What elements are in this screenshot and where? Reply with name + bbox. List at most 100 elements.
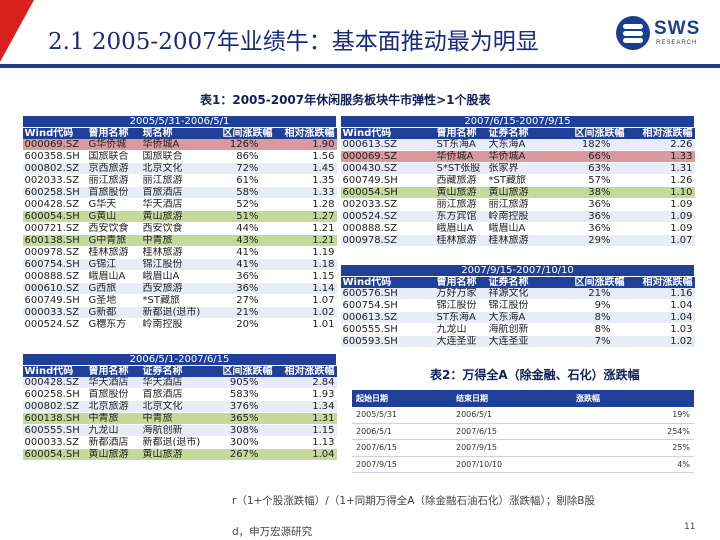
cell-change: 7% — [542, 335, 627, 349]
cell-code: 000888.SZ — [22, 270, 87, 284]
cell-name: 新都退(退市) — [140, 436, 205, 450]
cell-name: 西安旅游 — [140, 282, 205, 296]
column-header-row: 起始日期 结束日期 涨跌幅 — [352, 390, 694, 407]
cell-code: 000613.SZ — [340, 139, 435, 152]
table-row: 000069.SZ 华侨城A 华侨城A 66% 1.33 — [340, 150, 695, 164]
table-panel-2007-jun-sep: 2007/6/15-2007/9/15 Wind代码 曾用名称 证券名称 区间涨跌幅 相对… — [340, 115, 695, 248]
cell-name: 桂林旅游 — [140, 246, 205, 260]
cell-name: 华侨城A — [140, 139, 205, 152]
sws-logo: SWS RESEARCH — [616, 16, 712, 56]
column-header: 相对涨跌幅 — [274, 127, 337, 140]
cell-change: 29% — [542, 234, 627, 248]
cell-old-name: 锦江股份 — [434, 299, 487, 313]
table-row: 600054.SH 黄山旅游 黄山旅游 267% 1.04 — [22, 448, 337, 462]
cell-code: 000802.SZ — [22, 162, 87, 176]
column-header: 区间涨跌幅 — [204, 127, 275, 140]
table-row: 000978.SZ 桂林旅游 桂林旅游 41% 1.19 — [22, 246, 337, 260]
cell-old-name: G新都 — [86, 306, 141, 320]
table-row: 000721.SZ 西安饮食 西安饮食 44% 1.21 — [22, 222, 337, 236]
cell-end-date: 2006/5/1 — [452, 406, 572, 424]
cell-old-name: 首旅股份 — [86, 186, 141, 200]
cell-end-date: 2007/9/15 — [452, 439, 572, 457]
cell-old-name: 国旅联合 — [86, 150, 141, 164]
cell-relative: 1.90 — [274, 139, 337, 152]
cell-old-name: 丽江旅游 — [86, 174, 141, 188]
cell-code: 600358.SH — [22, 150, 87, 164]
cell-code: 600054.SH — [22, 210, 87, 224]
cell-change: 38% — [542, 186, 627, 200]
cell-change: 254% — [572, 423, 694, 440]
cell-code: 600749.SH — [340, 174, 435, 188]
cell-change: 72% — [204, 162, 275, 176]
cell-code: 600555.SH — [22, 424, 87, 438]
cell-relative: 1.27 — [274, 210, 337, 224]
cell-change: 51% — [204, 210, 275, 224]
cell-old-name: 华侨城A — [434, 150, 487, 164]
cell-relative: 1.18 — [274, 258, 337, 272]
cell-change: 57% — [542, 174, 627, 188]
cell-change: 44% — [204, 222, 275, 236]
table2-market-returns: 起始日期 结束日期 涨跌幅 2005/5/31 2006/5/1 19% 2006/5/1 2… — [352, 390, 694, 473]
table-row: 000888.SZ 峨眉山A 峨眉山A 36% 1.15 — [22, 270, 337, 284]
period-label: 2007/6/15-2007/9/15 — [340, 115, 695, 128]
cell-name: 华天酒店 — [140, 198, 205, 212]
cell-name: 大连圣亚 — [486, 335, 543, 349]
table-row: 600358.SH 国旅联合 国旅联合 86% 1.56 — [22, 150, 337, 164]
cell-change: 300% — [204, 436, 275, 450]
period-header-row: 2007/6/15-2007/9/15 — [340, 115, 695, 128]
cell-relative: 1.21 — [274, 234, 337, 248]
cell-start-date: 2007/9/15 — [352, 456, 452, 473]
cell-old-name: 九龙山 — [434, 323, 487, 337]
cell-change: 86% — [204, 150, 275, 164]
cell-change: 9% — [542, 299, 627, 313]
table-row: 000802.SZ 北京旅游 北京文化 376% 1.34 — [22, 400, 337, 414]
table-panel-2007-sep-oct: 2007/9/15-2007/10/10 Wind代码 曾用名称 证券名称 区间涨跌幅相… — [339, 264, 696, 349]
period-header-row: 2006/5/1-2007/6/15 — [21, 353, 338, 366]
cell-change: 126% — [204, 139, 275, 152]
cell-old-name: 首旅股份 — [86, 388, 141, 402]
cell-code: 000033.SZ — [22, 436, 87, 450]
cell-change: 43% — [204, 234, 275, 248]
cell-name: 海航创新 — [140, 424, 205, 438]
table-row: 600138.SH G中青旅 中青旅 43% 1.21 — [22, 234, 337, 248]
table-row: 600593.SH 大连圣亚 大连圣亚 7% 1.02 — [340, 335, 695, 349]
cell-change: 61% — [204, 174, 275, 188]
cell-old-name: S*ST张股 — [434, 162, 487, 176]
cell-change: 63% — [542, 162, 627, 176]
cell-old-name: ST东海A — [434, 311, 487, 325]
table-row: 000613.SZ ST东海A 大东海A 8% 1.04 — [340, 311, 695, 325]
cell-old-name: G华侨城 — [86, 139, 141, 152]
cell-name: 丽江旅游 — [140, 174, 205, 188]
cell-change: 66% — [542, 150, 627, 164]
cell-change: 583% — [204, 388, 275, 402]
cell-change: 52% — [204, 198, 275, 212]
column-header: Wind代码 — [340, 127, 435, 140]
table-row: 600749.SH 西藏旅游 *ST藏旅 57% 1.26 — [340, 174, 695, 188]
cell-old-name: G黄山 — [86, 210, 141, 224]
cell-code: 000033.SZ — [22, 306, 87, 320]
cell-relative: 1.33 — [626, 150, 695, 164]
cell-relative: 2.84 — [274, 377, 337, 390]
cell-code: 000610.SZ — [22, 282, 87, 296]
cell-relative: 2.26 — [626, 139, 695, 152]
cell-code: 002033.SZ — [340, 198, 435, 212]
cell-relative: 1.04 — [626, 299, 695, 313]
cell-relative: 1.04 — [274, 448, 337, 462]
table-panel-2005-2006: 2005/5/31-2006/5/1 Wind代码 曾用名称 现名称 区间涨跌幅 相对涨跌… — [21, 115, 338, 332]
cell-relative: 1.07 — [274, 294, 337, 308]
cell-change: 4% — [572, 456, 694, 473]
table-row: 000888.SZ 峨眉山A 峨眉山A 36% 1.09 — [340, 222, 695, 236]
cell-old-name: 新都酒店 — [86, 436, 141, 450]
cell-old-name: 峨眉山A — [434, 222, 487, 236]
cell-change: 8% — [542, 323, 627, 337]
table-row: 000802.SZ 京西旅游 北京文化 72% 1.45 — [22, 162, 337, 176]
period-label: 2005/5/31-2006/5/1 — [21, 115, 338, 128]
cell-change: 20% — [204, 318, 275, 332]
cell-old-name: 黄山旅游 — [434, 186, 487, 200]
cell-change: 36% — [542, 198, 627, 212]
cell-relative: 1.09 — [626, 222, 695, 236]
cell-relative: 1.09 — [626, 210, 695, 224]
table-row: 600555.SH 九龙山 海航创新 8% 1.03 — [340, 323, 695, 337]
cell-name: 大东海A — [486, 139, 543, 152]
cell-relative: 1.15 — [274, 424, 337, 438]
